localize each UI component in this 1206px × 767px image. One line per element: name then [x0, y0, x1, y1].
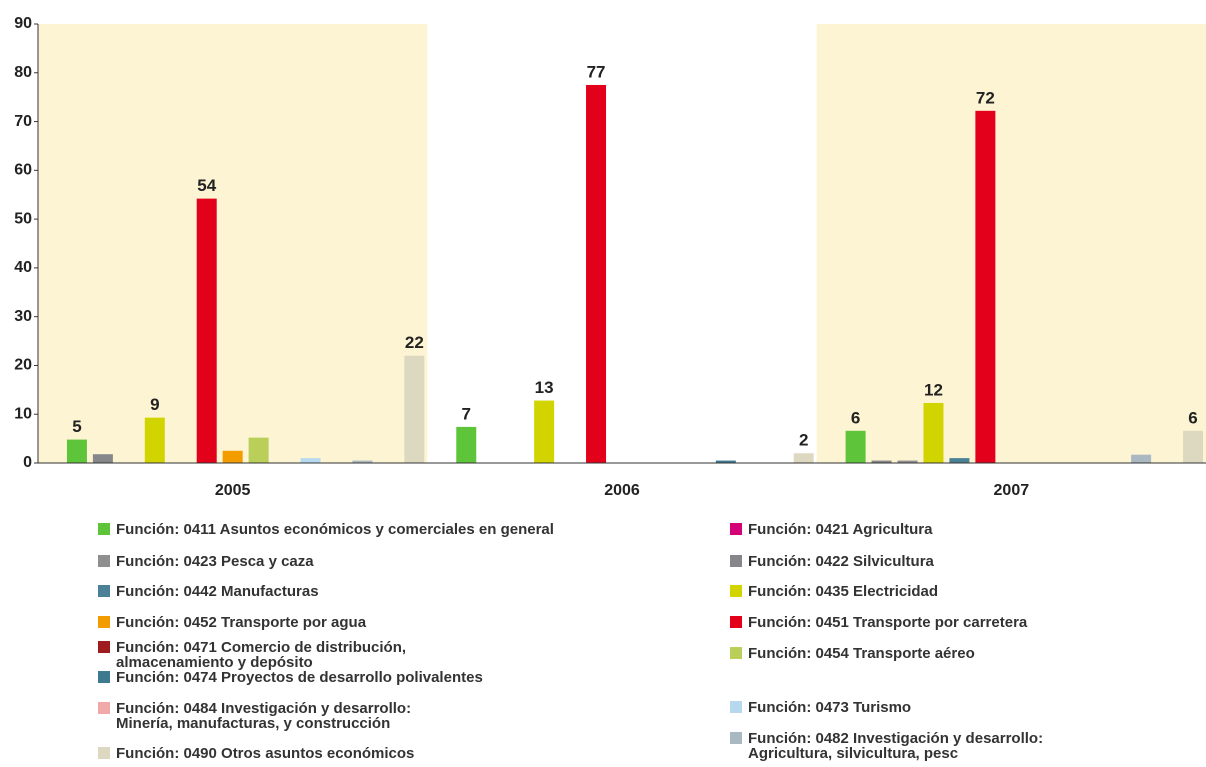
legend-swatch: [730, 585, 742, 597]
legend-item: Función: 0452 Transporte por agua: [98, 615, 366, 630]
data-label: 13: [535, 378, 554, 397]
bar: [845, 430, 866, 463]
legend-item: Función: 0411 Asuntos económicos y comer…: [98, 522, 554, 537]
legend-item: Función: 0474 Proyectos de desarrollo po…: [98, 670, 483, 685]
data-label: 72: [976, 88, 995, 107]
legend-swatch: [730, 701, 742, 713]
y-tick-label: 70: [14, 113, 32, 130]
bar: [1131, 454, 1152, 463]
y-tick-label: 80: [14, 64, 32, 81]
bar: [92, 454, 113, 463]
legend-item: Función: 0422 Silvicultura: [730, 554, 934, 569]
legend-swatch: [98, 641, 110, 653]
legend-label: Función: 0442 Manufacturas: [116, 583, 319, 600]
legend-label: Función: 0454 Transporte aéreo: [748, 645, 975, 662]
y-tick-label: 30: [14, 308, 32, 325]
bar: [793, 453, 814, 463]
y-tick-label: 10: [14, 405, 32, 422]
legend-swatch: [98, 702, 110, 714]
x-tick-label: 2006: [604, 482, 640, 499]
legend-label: Función: 0490 Otros asuntos económicos: [116, 745, 415, 762]
legend-label: Función: 0423 Pesca y caza: [116, 553, 314, 570]
band: [816, 24, 1206, 463]
data-label: 7: [462, 404, 471, 423]
legend-swatch: [730, 616, 742, 628]
y-tick-label: 60: [14, 162, 32, 179]
legend-label: Función: 0452 Transporte por agua: [116, 614, 367, 631]
legend-label: Función: 0421 Agricultura: [748, 521, 933, 538]
bar: [456, 426, 477, 463]
legend-label: Función: 0435 Electricidad: [748, 583, 939, 600]
bar: [923, 403, 944, 463]
y-tick-label: 40: [14, 259, 32, 276]
legend-swatch: [98, 616, 110, 628]
bar: [248, 437, 269, 463]
legend-label: Función: 0411 Asuntos económicos y comer…: [116, 521, 554, 538]
data-label: 9: [150, 395, 159, 414]
legend-item: Función: 0473 Turismo: [730, 700, 911, 715]
data-label: 6: [851, 408, 860, 427]
x-tick-label: 2005: [215, 482, 251, 499]
legend-label: Función: 0422 Silvicultura: [748, 553, 934, 570]
legend-swatch: [730, 555, 742, 567]
bar: [300, 458, 321, 463]
legend-item: Función: 0442 Manufacturas: [98, 584, 319, 599]
y-tick-label: 0: [23, 454, 32, 471]
data-label: 22: [405, 333, 424, 352]
bar: [871, 460, 892, 463]
data-label: 5: [72, 417, 81, 436]
legend-item: Función: 0490 Otros asuntos económicos: [98, 746, 414, 761]
data-label: 2: [799, 431, 808, 450]
legend-item: Función: 0482 Investigación y desarrollo…: [730, 731, 1043, 761]
bar: [144, 417, 165, 463]
bar: [222, 450, 243, 463]
legend-label: Función: 0473 Turismo: [748, 699, 912, 716]
legend-swatch: [98, 671, 110, 683]
data-label: 54: [197, 176, 216, 195]
bar: [352, 460, 373, 463]
bar: [66, 439, 87, 463]
bar: [897, 460, 918, 463]
y-tick-label: 50: [14, 210, 32, 227]
legend-item: Función: 0451 Transporte por carretera: [730, 615, 1027, 630]
bar: [586, 84, 607, 463]
data-label: 6: [1188, 408, 1197, 427]
legend-label: Función: 0474 Proyectos de desarrollo po…: [116, 669, 483, 686]
x-tick-label: 2007: [994, 482, 1030, 499]
bar: [975, 110, 996, 463]
bar: [715, 460, 736, 463]
data-label: 77: [587, 62, 606, 81]
legend-item: Función: 0435 Electricidad: [730, 584, 938, 599]
legend-label: Función: 0482 Investigación y desarrollo…: [748, 730, 1044, 762]
bar: [534, 400, 555, 463]
y-tick-label: 90: [14, 15, 32, 32]
bar: [949, 458, 970, 463]
chart: 0 10 20 30 40 50 60 70 80 90 2005 5 9 54 22 2006 7 13 77 2 2…: [14, 15, 1206, 499]
legend-item: Función: 0454 Transporte aéreo: [730, 646, 975, 661]
legend-label: Función: 0484 Investigación y desarrollo…: [116, 700, 412, 732]
legend-item: Función: 0423 Pesca y caza: [98, 554, 314, 569]
bar: [1183, 430, 1204, 463]
legend-swatch: [730, 647, 742, 659]
legend-swatch: [98, 747, 110, 759]
legend-item: Función: 0421 Agricultura: [730, 522, 932, 537]
bar: [196, 198, 217, 463]
legend-item: Función: 0484 Investigación y desarrollo…: [98, 701, 411, 731]
legend-swatch: [730, 732, 742, 744]
legend-item: Función: 0471 Comercio de distribución, …: [98, 640, 406, 670]
band: [38, 24, 428, 463]
legend-label: Función: 0471 Comercio de distribución, …: [116, 639, 407, 671]
y-tick-label: 20: [14, 357, 32, 374]
data-label: 12: [924, 380, 943, 399]
bar: [404, 355, 425, 463]
legend-swatch: [98, 523, 110, 535]
legend-swatch: [98, 555, 110, 567]
legend-swatch: [98, 585, 110, 597]
legend-swatch: [730, 523, 742, 535]
legend-label: Función: 0451 Transporte por carretera: [748, 614, 1028, 631]
